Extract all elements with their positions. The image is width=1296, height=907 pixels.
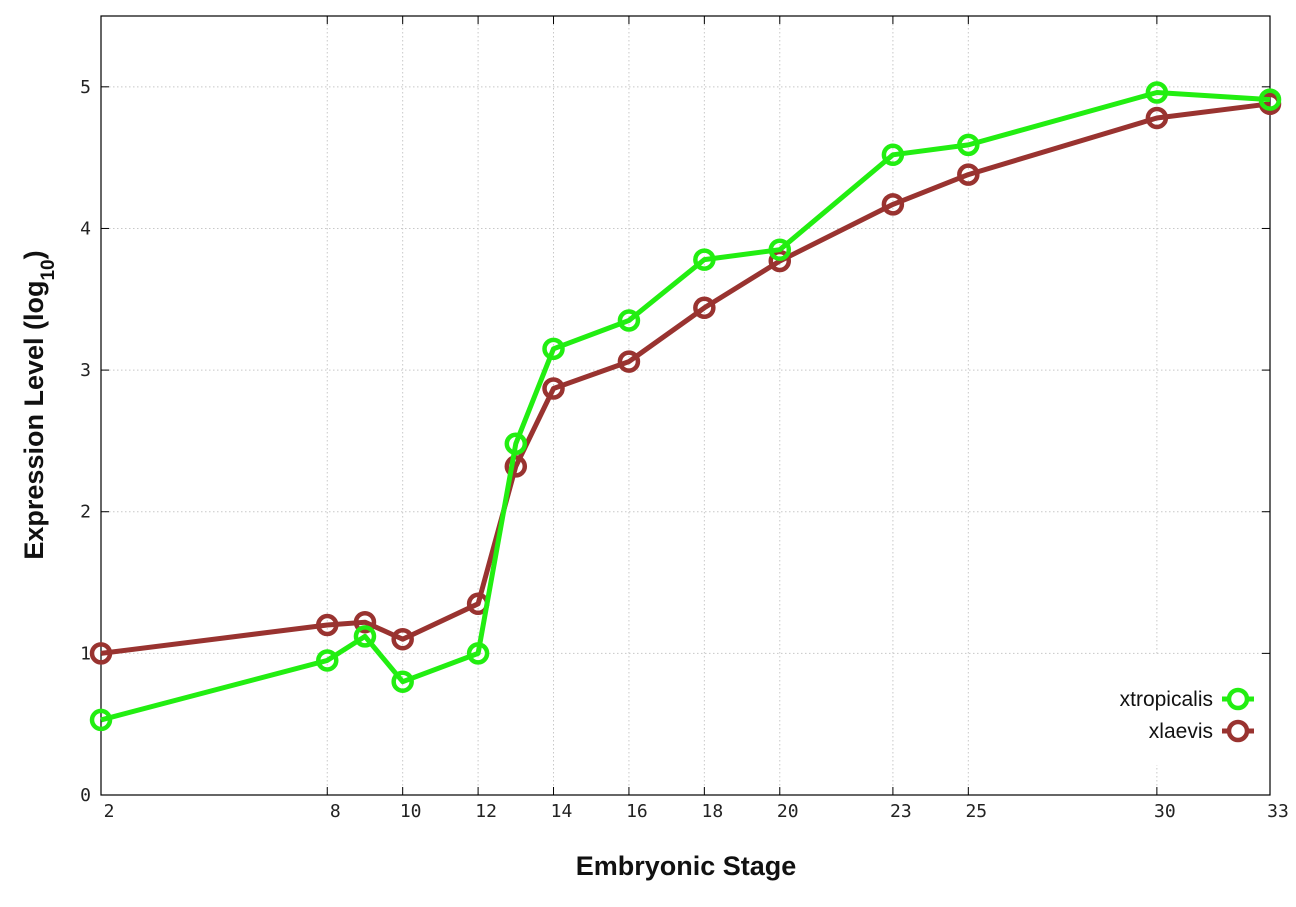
series-xlaevis — [89, 92, 1282, 665]
x-tick-label: 14 — [551, 801, 573, 822]
y-tick-label: 4 — [80, 218, 91, 239]
data-point-xtropicalis — [504, 432, 528, 455]
y-tick-label: 2 — [80, 502, 91, 523]
data-point-xtropicalis — [957, 133, 980, 157]
x-tick-label: 18 — [702, 801, 724, 822]
x-tick-label: 8 — [330, 801, 341, 822]
series-line-xtropicalis — [100, 90, 1271, 723]
y-tick-label: 0 — [80, 785, 91, 806]
series-xtropicalis — [89, 81, 1282, 732]
x-axis-title: Embryonic Stage — [576, 851, 797, 881]
x-tick-label: 20 — [777, 801, 799, 822]
y-axis-title-subscript: 10 — [38, 259, 59, 280]
x-tick-label: 23 — [890, 801, 912, 822]
data-point-xlaevis — [316, 613, 339, 637]
legend-label: xlaevis — [1149, 720, 1213, 743]
data-point-xlaevis — [542, 377, 565, 400]
data-point-xtropicalis — [768, 238, 792, 261]
data-point-xlaevis — [1145, 106, 1169, 130]
data-point-xtropicalis — [693, 248, 716, 271]
data-point-xtropicalis — [542, 337, 565, 361]
x-tick-label: 16 — [626, 801, 648, 822]
data-point-xlaevis — [693, 296, 716, 320]
x-tick-label: 33 — [1267, 801, 1289, 822]
x-tick-label: 10 — [400, 801, 422, 822]
x-tick-label: 25 — [965, 801, 987, 822]
plot-frame — [100, 15, 1271, 796]
data-point-xlaevis — [353, 610, 377, 634]
data-point-xtropicalis — [1145, 81, 1169, 104]
legend-entry-xtropicalis: xtropicalis — [1120, 687, 1254, 711]
data-point-xtropicalis — [316, 649, 339, 672]
data-point-xlaevis — [957, 163, 980, 186]
legend-entry-xlaevis: xlaevis — [1149, 719, 1254, 743]
legend-background — [1072, 655, 1267, 765]
data-point-xlaevis — [881, 193, 905, 216]
y-tick-label: 3 — [80, 360, 91, 381]
grid — [100, 16, 1271, 795]
data-point-xlaevis — [617, 350, 641, 373]
data-point-xlaevis — [89, 642, 113, 665]
data-point-xtropicalis — [353, 625, 377, 648]
x-tick-label: 30 — [1154, 801, 1176, 822]
legend-swatch-marker — [1226, 687, 1250, 711]
data-point-xlaevis — [391, 627, 414, 651]
data-point-xtropicalis — [1258, 88, 1282, 111]
y-axis-title-main: Expression Level (log — [19, 281, 49, 560]
data-point-xtropicalis — [466, 642, 490, 665]
y-tick-label: 5 — [80, 77, 91, 98]
series-line-xlaevis — [100, 101, 1271, 656]
data-point-xtropicalis — [391, 670, 414, 693]
legend: xtropicalis xlaevis — [1072, 655, 1267, 765]
y-axis-title: Expression Level (log10) — [19, 250, 59, 559]
legend-label: xtropicalis — [1120, 688, 1213, 711]
data-point-xtropicalis — [881, 143, 905, 167]
data-point-xtropicalis — [617, 309, 641, 332]
y-tick-label: 1 — [80, 643, 91, 664]
series-layer — [89, 81, 1282, 732]
x-tick-label: 2 — [104, 801, 115, 822]
legend-swatch-marker — [1226, 719, 1250, 743]
data-point-xtropicalis — [89, 708, 113, 732]
x-tick-label: 12 — [475, 801, 497, 822]
y-axis-title-close: ) — [19, 250, 49, 259]
